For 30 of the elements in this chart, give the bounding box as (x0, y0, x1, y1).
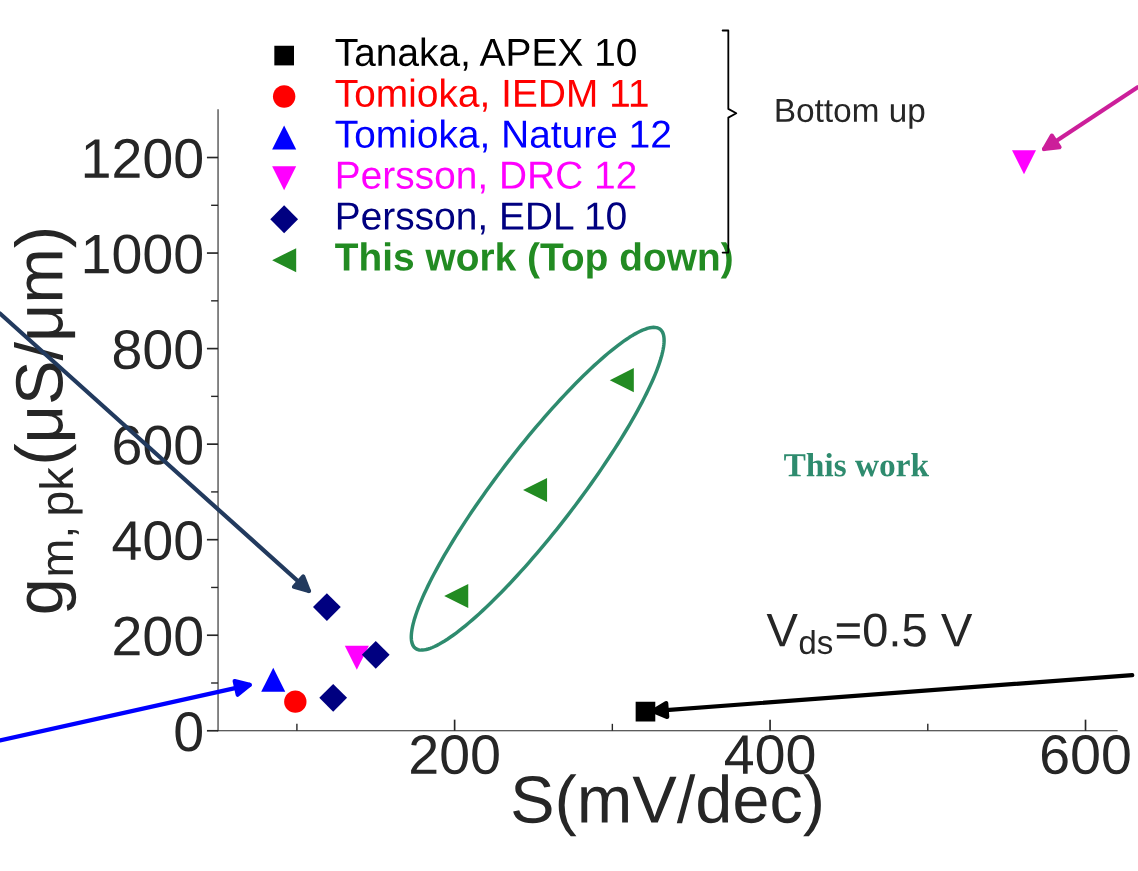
y-tick-label: 400 (112, 521, 202, 561)
legend-label: Persson, DRC 12 (337, 161, 636, 194)
y-tick-label: 0 (175, 712, 202, 752)
legend-label: Persson, EDL 10 (337, 202, 626, 235)
x-axis-title: S(mV/dec) (513, 774, 821, 837)
point (1011, 150, 1037, 175)
annotation: V$_{ds}$=0.5 V (766, 613, 973, 655)
point (284, 690, 307, 713)
y-tick-label: 800 (113, 329, 202, 370)
point (261, 667, 286, 692)
annotation: This work (784, 453, 929, 477)
x-tick-label: 400 (725, 735, 815, 775)
point (609, 368, 634, 393)
x-tick-label: 600 (1042, 735, 1130, 775)
legend-label: Tomioka, Nature 12 (335, 119, 670, 153)
point (444, 584, 469, 609)
legend-label: Tomioka, IEDM 11 (335, 78, 648, 112)
point (523, 477, 548, 503)
y-tick-label: 200 (114, 616, 202, 656)
legend-label: Tanaka, APEX 10 (335, 37, 636, 71)
legend-label: This work (Top down) (335, 242, 732, 279)
annotation: Bottom up (776, 98, 925, 129)
x-tick-label: 200 (411, 735, 499, 775)
point (344, 645, 369, 670)
y-axis-title: g$_{m,pk}$(μS/μm) (14, 229, 83, 613)
point (319, 683, 348, 712)
point (361, 640, 390, 669)
point (312, 593, 341, 621)
y-tick-label: 1200 (84, 138, 202, 179)
y-tick-label: 1000 (84, 234, 202, 274)
